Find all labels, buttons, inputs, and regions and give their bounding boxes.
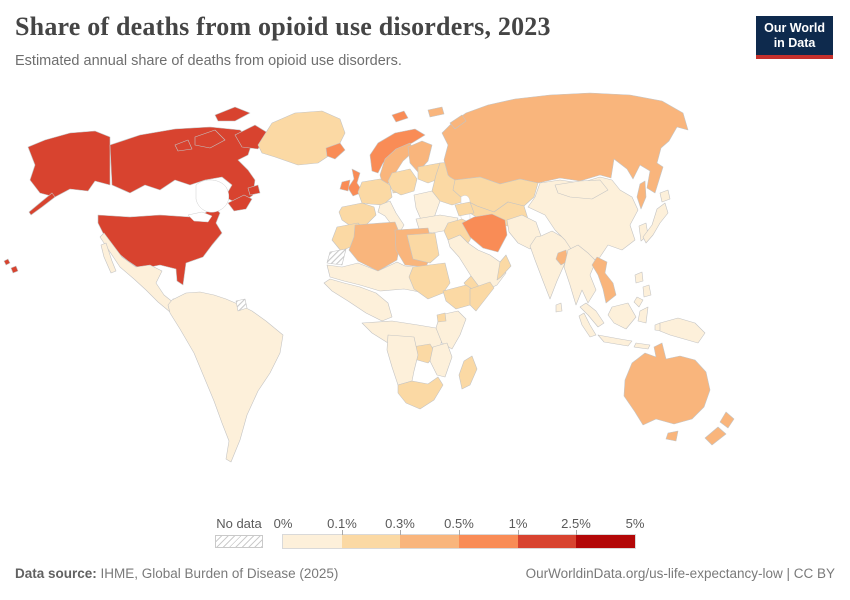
- chart-subtitle: Estimated annual share of deaths from op…: [15, 53, 402, 69]
- region-hokkaido[interactable]: [659, 189, 671, 203]
- legend-tick: [459, 530, 460, 535]
- region-egypt[interactable]: [406, 232, 440, 264]
- region-vietnam[interactable]: [591, 256, 617, 304]
- region-greenland[interactable]: [257, 110, 346, 166]
- legend-tick-label-3: 0.5%: [444, 516, 474, 531]
- region-france[interactable]: [357, 178, 393, 206]
- region-svalbard[interactable]: [391, 110, 409, 123]
- region-borneo[interactable]: [607, 302, 637, 330]
- legend-no-data-label: No data: [216, 516, 262, 531]
- legend-tick: [400, 530, 402, 535]
- legend-tick: [341, 530, 343, 535]
- region-new-zealand-south[interactable]: [704, 426, 727, 446]
- map-legend: No data 0% 0.1% 0.3% 0.5% 1% 2.5% 5%: [0, 512, 850, 554]
- region-new-guinea[interactable]: [659, 317, 706, 344]
- region-southern-africa[interactable]: [386, 334, 419, 386]
- legend-tick-label-5: 2.5%: [561, 516, 591, 531]
- owid-logo[interactable]: Our World in Data: [756, 16, 833, 59]
- region-south-america[interactable]: [167, 291, 284, 463]
- region-sri-lanka[interactable]: [555, 302, 563, 313]
- region-india[interactable]: [529, 230, 572, 300]
- owid-logo-line2: in Data: [773, 35, 816, 50]
- region-mainland-southeast-asia[interactable]: [563, 244, 597, 306]
- data-source-label: Data source:: [15, 566, 97, 581]
- legend-tick-label-4: 1%: [508, 516, 528, 531]
- region-sulawesi[interactable]: [637, 306, 649, 324]
- region-caucasus[interactable]: [454, 201, 475, 217]
- region-uganda[interactable]: [436, 312, 447, 323]
- region-philippines-visayas[interactable]: [642, 284, 652, 298]
- region-australia[interactable]: [623, 342, 711, 426]
- region-mozambique-zimbabwe[interactable]: [429, 342, 453, 378]
- legend-swatch-1[interactable]: [341, 535, 401, 548]
- legend-swatch-3[interactable]: [459, 535, 518, 548]
- data-source-text: IHME, Global Burden of Disease (2025): [96, 566, 339, 581]
- region-west-africa[interactable]: [323, 278, 393, 322]
- region-philippines-mindanao[interactable]: [633, 296, 644, 308]
- chart-footer: Data source: IHME, Global Burden of Dise…: [0, 566, 850, 581]
- region-hawaii-2[interactable]: [10, 265, 19, 274]
- region-sakhalin[interactable]: [636, 180, 647, 210]
- region-hawaii-1[interactable]: [3, 258, 11, 266]
- legend-tick-label-1: 0.1%: [327, 516, 357, 531]
- region-philippines-luzon[interactable]: [634, 271, 644, 284]
- region-new-zealand-north[interactable]: [719, 411, 735, 429]
- hudson-bay: [195, 179, 229, 213]
- region-iran[interactable]: [461, 213, 508, 253]
- legend-tick: [517, 530, 519, 535]
- legend-tick: [576, 530, 578, 535]
- region-alaska-tail[interactable]: [28, 192, 56, 216]
- region-finland[interactable]: [407, 140, 433, 173]
- region-sumatra[interactable]: [579, 302, 605, 328]
- region-ireland[interactable]: [339, 179, 351, 192]
- legend-tick-label-2: 0.3%: [385, 516, 415, 531]
- legend-swatch-4[interactable]: [517, 535, 577, 548]
- region-baja-california[interactable]: [100, 242, 117, 274]
- region-novaya-zemlya[interactable]: [449, 114, 467, 130]
- world-map: [0, 85, 850, 510]
- region-arctic-island-small[interactable]: [174, 139, 193, 152]
- region-madagascar[interactable]: [458, 355, 478, 390]
- region-maritimes[interactable]: [227, 194, 253, 212]
- region-ellesmere-island[interactable]: [214, 106, 251, 122]
- region-canada[interactable]: [109, 126, 256, 206]
- region-south-africa[interactable]: [397, 376, 444, 410]
- region-franz-josef[interactable]: [427, 106, 445, 118]
- attribution-link[interactable]: OurWorldinData.org/us-life-expectancy-lo…: [525, 566, 835, 581]
- legend-swatch-5[interactable]: [576, 535, 636, 548]
- legend-color-bar: [282, 530, 636, 549]
- page-title: Share of deaths from opioid use disorder…: [15, 12, 551, 41]
- region-iceland[interactable]: [325, 142, 346, 160]
- legend-swatch-0[interactable]: [283, 535, 342, 548]
- region-lesser-sunda[interactable]: [633, 342, 651, 350]
- data-source-note: Data source: IHME, Global Burden of Dise…: [15, 566, 338, 581]
- region-somalia[interactable]: [469, 281, 495, 312]
- legend-tick-label-6: 5%: [625, 516, 645, 531]
- region-newfoundland[interactable]: [247, 184, 261, 196]
- legend-tick-label-0: 0%: [273, 516, 293, 531]
- region-victoria-island[interactable]: [194, 129, 226, 149]
- region-sudan[interactable]: [408, 262, 451, 300]
- region-western-sahara[interactable]: [326, 248, 347, 266]
- region-central-europe[interactable]: [387, 168, 418, 196]
- region-java[interactable]: [597, 334, 633, 347]
- great-lakes: [187, 211, 213, 223]
- legend-swatch-2[interactable]: [400, 535, 460, 548]
- region-mongolia[interactable]: [554, 179, 609, 200]
- region-alaska[interactable]: [27, 130, 111, 198]
- region-japan[interactable]: [642, 202, 669, 244]
- region-french-guiana[interactable]: [235, 298, 248, 312]
- owid-logo-line1: Our World: [764, 21, 825, 35]
- region-arabian-peninsula[interactable]: [447, 234, 507, 293]
- region-oman[interactable]: [496, 254, 512, 281]
- world-map-svg: [3, 92, 735, 463]
- legend-no-data-swatch[interactable]: [215, 535, 263, 548]
- region-malaysia[interactable]: [578, 312, 597, 338]
- region-bangladesh[interactable]: [555, 249, 569, 266]
- region-tasmania[interactable]: [665, 430, 679, 442]
